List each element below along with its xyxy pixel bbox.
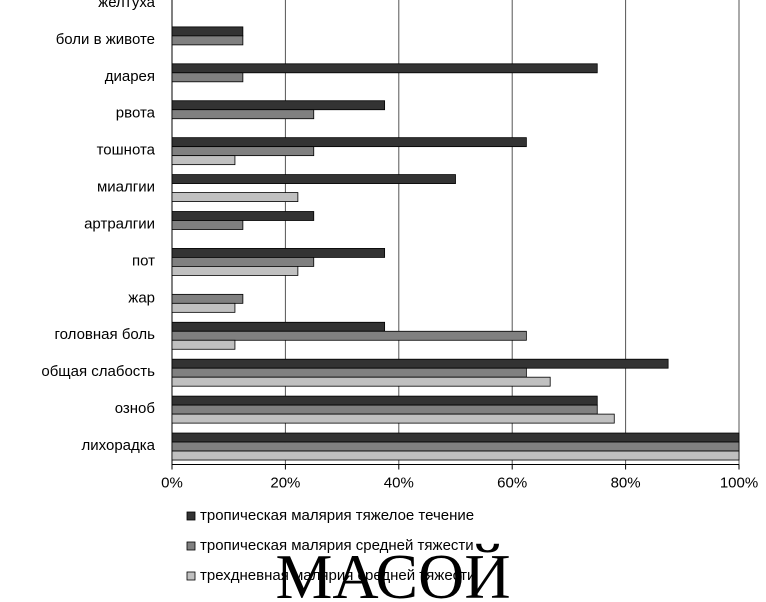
bar [171,358,669,369]
x-tick-label: 0% [161,474,183,491]
y-tick-label: диарея [105,68,155,85]
x-tick-label: 40% [384,474,414,491]
watermark: МАСОЙ [275,541,510,602]
bar [171,376,551,387]
bar [171,302,236,313]
bar [171,220,244,230]
bar [171,109,315,120]
bar [171,432,740,443]
bar [171,174,456,184]
legend-swatch [186,541,196,551]
legend-label: тропическая малярия тяжелое течение [200,507,474,524]
bar [171,339,236,350]
y-tick-label: лихорадка [82,437,156,454]
bar [171,72,244,83]
legend-swatch [186,511,196,521]
bar [171,413,615,424]
bar [171,192,299,202]
bar [171,330,527,341]
y-tick-label: тошнота [97,142,156,159]
bar [171,266,299,276]
bar [171,35,244,46]
y-tick-label: головная боль [55,326,156,343]
y-tick-label: желтуха [98,0,156,11]
bar [171,257,315,267]
bar [171,248,386,258]
legend-swatch [186,571,196,581]
y-tick-label: пот [132,252,155,269]
x-tick-label: 80% [611,474,641,491]
y-tick-label: миалгии [97,179,155,196]
bar [171,100,386,111]
y-tick-label: жар [128,289,155,306]
bar [171,211,315,221]
x-tick-label: 100% [720,474,758,491]
y-tick-label: рвота [116,105,156,122]
y-tick-label: озноб [115,400,155,417]
bar [171,146,315,157]
legend-label: тропическая малярия средней тяжести [200,537,474,554]
bar [171,63,598,74]
legend-label: трехдневная малярия средней тяжести [200,567,475,584]
bar [171,321,386,332]
bar [171,367,527,378]
bar [171,26,244,37]
bar [171,137,527,148]
bar [171,293,244,304]
bar [171,441,740,452]
bar [171,450,740,461]
bar [171,155,236,166]
x-tick-label: 20% [270,474,300,491]
bar [171,395,598,406]
y-tick-label: артралгии [84,215,155,232]
y-tick-label: общая слабость [41,363,155,380]
x-tick-label: 60% [497,474,527,491]
bar [171,404,598,415]
y-tick-label: боли в животе [56,31,155,48]
